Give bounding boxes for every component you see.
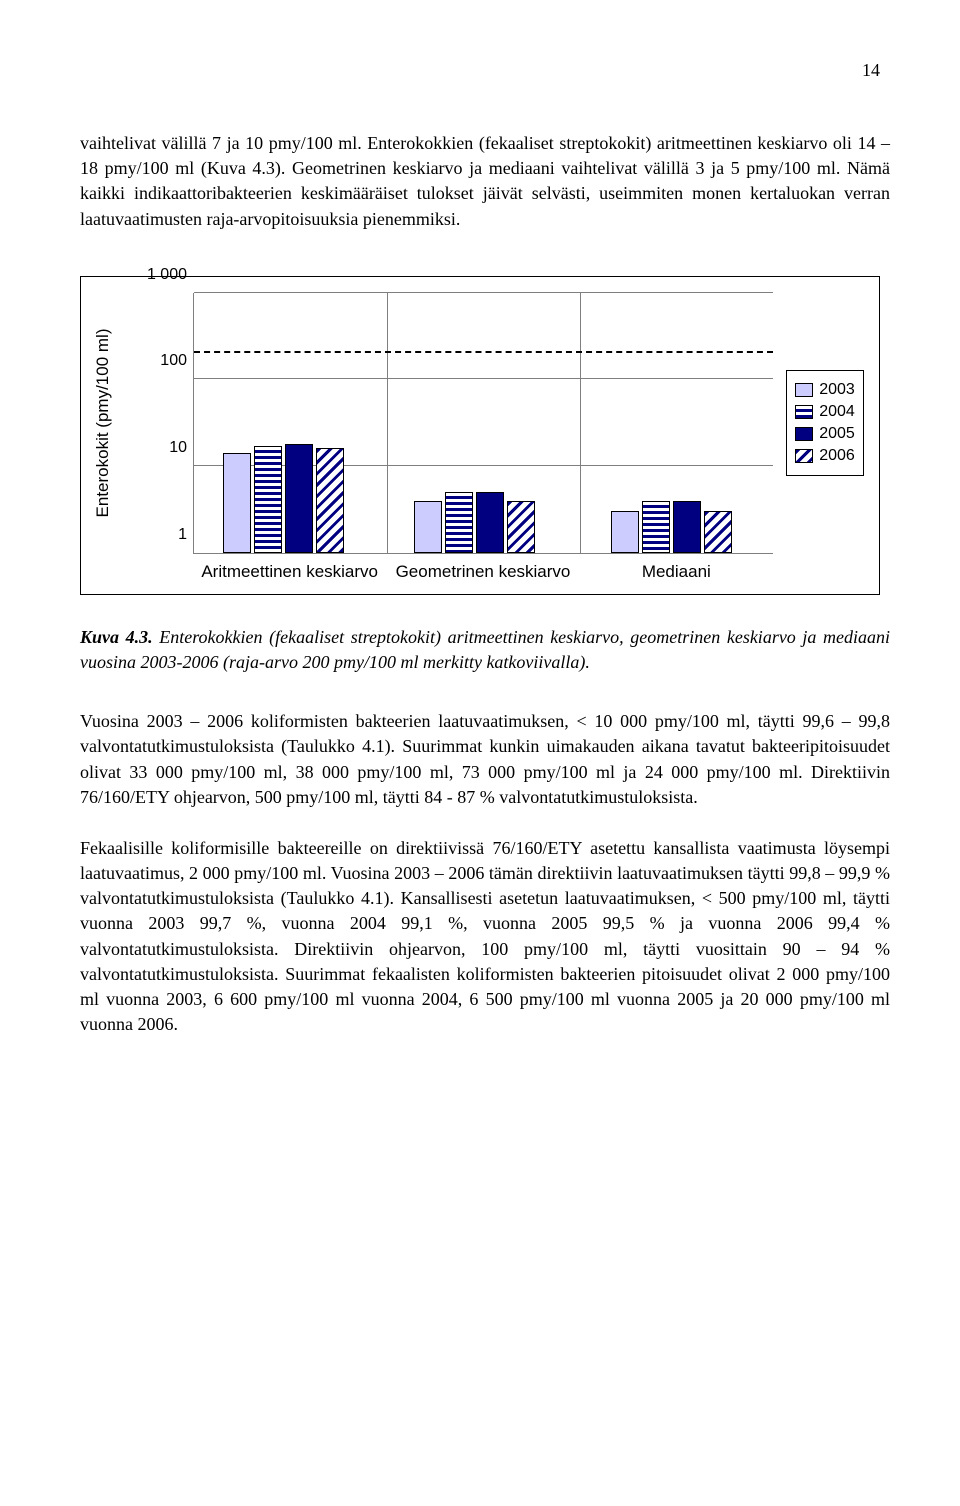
chart-horizontal-gridline — [194, 378, 773, 379]
chart-x-labels: Aritmeettinen keskiarvoGeometrinen keski… — [95, 562, 865, 582]
chart-bar — [445, 492, 473, 553]
legend-swatch — [795, 449, 813, 463]
chart-bar — [223, 453, 251, 552]
chart-bar — [476, 492, 504, 553]
chart-y-tick: 10 — [169, 439, 187, 457]
legend-item: 2006 — [795, 447, 855, 465]
figure-caption: Kuva 4.3. Enterokokkien (fekaaliset stre… — [80, 625, 890, 675]
chart-plot-area — [193, 293, 773, 554]
legend-item: 2005 — [795, 425, 855, 443]
chart-bar-group — [611, 501, 732, 553]
chart-vertical-gridline — [387, 293, 388, 553]
chart-y-tick: 1 — [178, 526, 187, 544]
legend-label: 2004 — [819, 403, 855, 421]
chart-y-tick: 100 — [160, 352, 187, 370]
chart-horizontal-gridline — [194, 292, 773, 293]
chart-bar — [704, 511, 732, 552]
paragraph-1: vaihtelivat välillä 7 ja 10 pmy/100 ml. … — [80, 131, 890, 232]
legend-label: 2006 — [819, 447, 855, 465]
chart-bar — [254, 446, 282, 553]
chart-vertical-gridline — [580, 293, 581, 553]
enterokokit-chart: Enterokokit (pmy/100 ml) 1101001 000 200… — [80, 276, 880, 595]
chart-y-ticks: 1101001 000 — [141, 293, 193, 553]
chart-bar — [414, 501, 442, 553]
chart-legend: 2003 2004 2005 2006 — [786, 370, 864, 476]
chart-bar — [316, 448, 344, 552]
paragraph-3: Fekaalisille koliformisille bakteereille… — [80, 836, 890, 1038]
paragraph-2: Vuosina 2003 – 2006 koliformisten baktee… — [80, 709, 890, 810]
legend-swatch — [795, 427, 813, 441]
legend-label: 2003 — [819, 381, 855, 399]
chart-x-label: Geometrinen keskiarvo — [386, 562, 579, 582]
chart-bar — [285, 444, 313, 553]
legend-item: 2003 — [795, 381, 855, 399]
chart-x-label: Mediaani — [580, 562, 773, 582]
page-number: 14 — [80, 60, 890, 81]
chart-limit-line — [194, 351, 773, 353]
chart-bar-group — [223, 444, 344, 553]
legend-item: 2004 — [795, 403, 855, 421]
chart-bar — [507, 501, 535, 553]
chart-bar — [611, 511, 639, 552]
caption-label: Kuva 4.3. — [80, 627, 153, 647]
chart-bar — [673, 501, 701, 553]
chart-x-label: Aritmeettinen keskiarvo — [193, 562, 386, 582]
legend-swatch — [795, 405, 813, 419]
chart-y-tick: 1 000 — [147, 266, 187, 284]
chart-bar-group — [414, 492, 535, 553]
chart-bar — [642, 501, 670, 553]
legend-label: 2005 — [819, 425, 855, 443]
chart-y-axis-label: Enterokokit (pmy/100 ml) — [93, 329, 113, 518]
legend-swatch — [795, 383, 813, 397]
